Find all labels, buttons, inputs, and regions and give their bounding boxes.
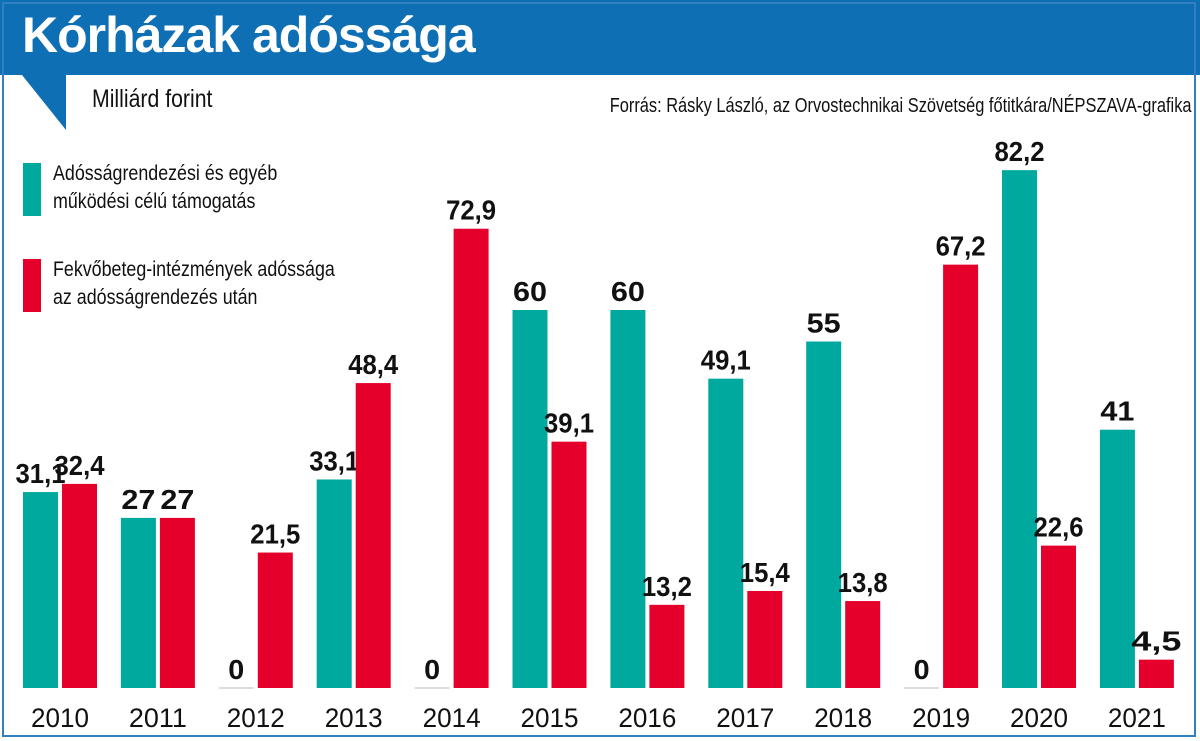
value-label: 13,8 xyxy=(838,567,888,598)
x-tick-label: 2013 xyxy=(325,703,383,733)
legend-item-debt: Fekvőbeteg-intézmények adóssága az adóss… xyxy=(23,256,385,312)
value-label: 0 xyxy=(914,654,930,685)
x-tick-label: 2018 xyxy=(814,703,872,733)
bar-2020-debt xyxy=(1041,545,1076,688)
value-label: 55 xyxy=(807,308,841,339)
bar-2013-debt xyxy=(355,383,391,688)
bar-2021-debt xyxy=(1138,659,1174,688)
value-label: 60 xyxy=(513,276,547,307)
bar-2019-debt xyxy=(943,264,979,688)
x-tick-label: 2012 xyxy=(227,703,285,733)
value-label: 13,2 xyxy=(642,571,692,602)
value-label: 22,6 xyxy=(1034,512,1084,543)
value-label: 32,4 xyxy=(55,450,105,481)
bar-2015-debt xyxy=(551,441,587,688)
value-label: 72,9 xyxy=(446,195,496,226)
bar-2018-support xyxy=(806,341,842,688)
bar-2013-support xyxy=(316,479,352,688)
legend-text-line: működési célú támogatás xyxy=(53,190,256,213)
x-tick-label: 2010 xyxy=(31,703,89,733)
bar-2020-support xyxy=(1002,170,1037,688)
header-bar: Kórházak adóssága xyxy=(0,0,1200,75)
x-tick-label: 2017 xyxy=(716,703,774,733)
chart-title: Kórházak adóssága xyxy=(22,7,476,63)
bar-2010-debt xyxy=(62,483,97,688)
value-label: 21,5 xyxy=(250,519,300,550)
value-label: 27 xyxy=(121,484,155,515)
value-label: 41 xyxy=(1100,396,1134,427)
x-tick-label: 2019 xyxy=(912,703,970,733)
value-label: 0 xyxy=(424,654,440,685)
bar-2015-support xyxy=(512,310,548,688)
bar-2021-support xyxy=(1099,429,1135,688)
x-tick-label: 2021 xyxy=(1108,703,1166,733)
value-label: 60 xyxy=(611,276,645,307)
source-label: Forrás: Rásky László, az Orvostechnikai … xyxy=(610,95,1192,117)
value-label: 0 xyxy=(228,654,244,685)
bar-2014-debt xyxy=(453,228,489,689)
bar-2018-debt xyxy=(845,601,881,688)
value-label: 31,1 xyxy=(16,458,66,489)
value-label: 4,5 xyxy=(1131,626,1181,657)
legend-item-support: Adósságrendezési és egyéb működési célú … xyxy=(23,160,317,216)
value-label: 15,4 xyxy=(740,557,790,588)
legend-text-line: Fekvőbeteg-intézmények adóssága xyxy=(53,258,335,281)
bar-2011-support xyxy=(120,517,156,688)
value-label: 27 xyxy=(160,484,194,515)
unit-label: Milliárd forint xyxy=(92,85,213,113)
x-tick-label: 2020 xyxy=(1010,703,1068,733)
legend-text-line: Adósságrendezési és egyéb xyxy=(53,162,278,185)
legend-swatch-debt xyxy=(23,259,41,312)
value-label: 67,2 xyxy=(936,231,986,262)
legend-swatch-support xyxy=(23,163,41,216)
bar-2017-debt xyxy=(747,590,783,688)
legend-text-line: az adósságrendezés után xyxy=(53,286,258,309)
value-label: 82,2 xyxy=(995,136,1045,167)
bar-2011-debt xyxy=(159,517,195,688)
bar-2016-support xyxy=(610,310,646,688)
value-label: 48,4 xyxy=(348,349,398,380)
x-tick-label: 2016 xyxy=(618,703,676,733)
bar-2010-support xyxy=(23,492,58,688)
bar-2017-support xyxy=(708,378,744,688)
bar-2016-debt xyxy=(649,604,685,688)
x-tick-label: 2015 xyxy=(521,703,579,733)
value-label: 49,1 xyxy=(701,345,751,376)
bar-2012-debt xyxy=(257,552,293,688)
value-label: 39,1 xyxy=(544,408,594,439)
x-tick-label: 2011 xyxy=(129,703,187,733)
value-label: 33,1 xyxy=(309,445,359,476)
x-tick-label: 2014 xyxy=(423,703,481,733)
